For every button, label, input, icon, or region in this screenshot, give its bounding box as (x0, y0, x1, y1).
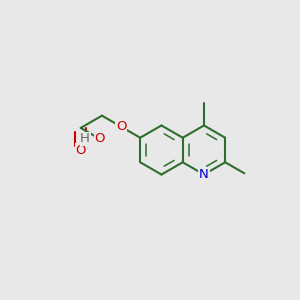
Text: O: O (76, 143, 86, 157)
Text: O: O (94, 133, 105, 146)
Text: N: N (199, 168, 209, 181)
Text: O: O (116, 120, 126, 133)
Text: H: H (80, 133, 90, 146)
